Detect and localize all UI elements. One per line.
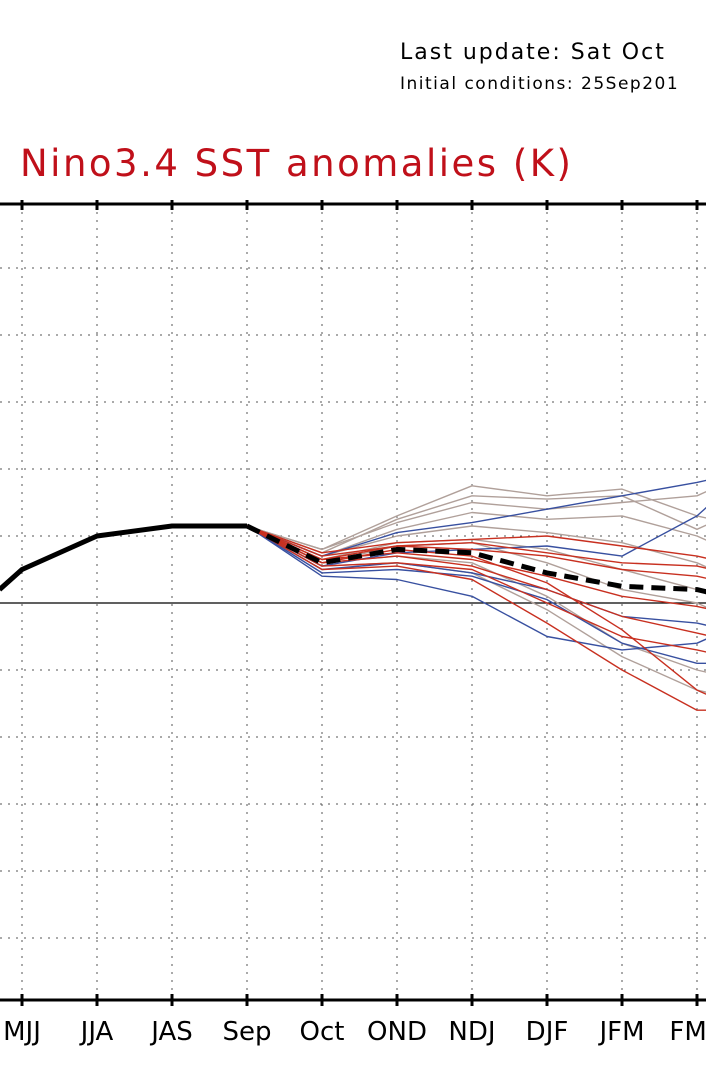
ensemble-member-line bbox=[246, 525, 706, 695]
ensemble-mean-line bbox=[245, 523, 706, 595]
ensemble-member-line bbox=[246, 525, 706, 636]
ensemble-member-line bbox=[246, 525, 706, 569]
last-update-text: Last update: Sat Oct bbox=[400, 40, 666, 65]
ensemble-members bbox=[246, 479, 706, 711]
ensemble-member-line bbox=[246, 525, 706, 626]
ensemble-mean-series bbox=[245, 523, 706, 595]
x-tick-label: MJJ bbox=[3, 1017, 41, 1047]
chart-title: Nino3.4 SST anomalies (K) bbox=[20, 142, 574, 185]
x-tick-label: JFM bbox=[597, 1017, 644, 1047]
ensemble-member-line bbox=[246, 525, 706, 711]
ensemble-member-line bbox=[246, 525, 706, 559]
observed-series bbox=[0, 523, 247, 592]
x-tick-label: DJF bbox=[526, 1017, 569, 1047]
ensemble-member-line bbox=[246, 525, 706, 653]
initial-conditions-text: Initial conditions: 25Sep201 bbox=[400, 74, 680, 94]
x-tick-label: FMA bbox=[669, 1017, 706, 1047]
x-tick-label: OND bbox=[367, 1017, 427, 1047]
x-axis-labels: MJJ JJA JAS Sep Oct OND NDJ DJF JFM FMA bbox=[3, 1017, 706, 1047]
observed-line bbox=[0, 523, 247, 592]
x-tick-label: NDJ bbox=[448, 1017, 495, 1047]
x-axis-ticks bbox=[20, 200, 699, 1006]
x-tick-label: Oct bbox=[300, 1017, 345, 1047]
ensemble-member-line bbox=[246, 525, 706, 651]
x-tick-label: JJA bbox=[79, 1017, 114, 1047]
ensemble-member-line bbox=[246, 525, 706, 579]
chart-grid bbox=[0, 204, 706, 1000]
ensemble-member-line bbox=[246, 491, 706, 551]
x-tick-label: JAS bbox=[149, 1017, 193, 1047]
ensemble-member-line bbox=[246, 495, 706, 554]
chart-frame bbox=[0, 202, 706, 1002]
ensemble-member-line bbox=[246, 485, 706, 551]
ensemble-member-line bbox=[246, 479, 706, 557]
x-tick-label: Sep bbox=[222, 1017, 271, 1047]
ensemble-member-line bbox=[246, 525, 706, 664]
